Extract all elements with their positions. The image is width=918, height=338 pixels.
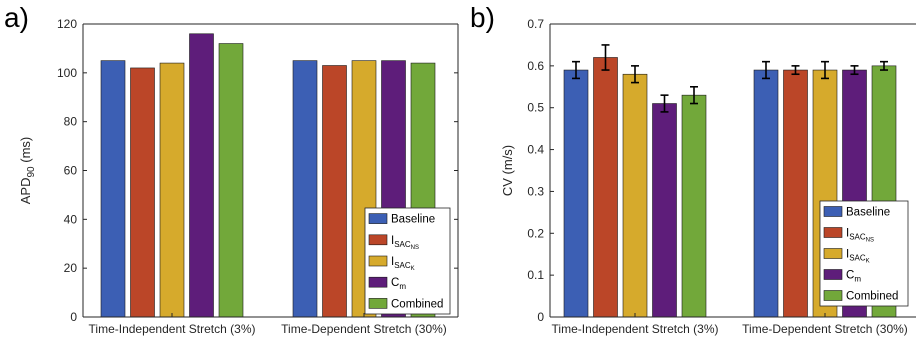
- bar-c-m-time-independent: [652, 103, 677, 318]
- legend-swatch-baseline: [823, 206, 843, 217]
- legend-swatch-i-sac-k: [823, 248, 843, 259]
- legend-label-combined: Combined: [846, 291, 898, 303]
- y-tick-label: 60: [64, 164, 78, 178]
- y-axis-title: CV (m/s): [500, 145, 515, 196]
- legend-swatch-combined: [368, 298, 388, 309]
- y-tick-label: 100: [57, 66, 77, 80]
- x-tick-label: Time-Dependent Stretch (30%): [281, 322, 447, 336]
- y-tick-label: 0.6: [527, 59, 544, 73]
- x-tick-label: Time-Dependent Stretch (30%): [742, 322, 908, 336]
- bar-i-sac-k-time-independent: [159, 62, 185, 318]
- bar-baseline-time-independent: [100, 60, 126, 318]
- x-tick-label: Time-Independent Stretch (3%): [552, 322, 719, 336]
- legend-label-i-sac-k: ISACK: [846, 249, 870, 265]
- legend-swatch-combined: [823, 290, 843, 301]
- legend-label-i-sac-ns: ISACNS: [391, 235, 419, 251]
- y-axis-title: APD90 (ms): [18, 137, 37, 204]
- legend-swatch-i-sac-k: [368, 255, 388, 267]
- bar-combined-time-independent: [218, 43, 244, 318]
- legend-label-c-m: Cm: [846, 270, 861, 284]
- panel-label-b: b): [470, 2, 495, 33]
- legend: Baseline ISACNS ISACK Cm Combined: [364, 207, 451, 315]
- x-tick-label: Time-Independent Stretch (3%): [89, 322, 256, 336]
- bar-baseline-time-dependent: [292, 60, 318, 318]
- legend-swatch-baseline: [368, 213, 388, 224]
- bar-combined-time-independent: [681, 94, 707, 318]
- legend-swatch-i-sac-ns: [823, 227, 843, 238]
- bar-i-sac-ns-time-dependent: [783, 69, 808, 318]
- legend-swatch-c-m: [368, 276, 388, 288]
- bar-i-sac-ns-time-dependent: [322, 65, 347, 318]
- legend-swatch-c-m: [823, 269, 843, 280]
- y-tick-label: 0.5: [527, 101, 544, 115]
- y-tick-label: 120: [57, 17, 77, 31]
- bar-i-sac-ns-time-independent: [130, 67, 155, 318]
- legend-label-baseline: Baseline: [846, 207, 890, 219]
- legend-label-baseline: Baseline: [391, 214, 435, 226]
- y-tick-label: 0.2: [527, 226, 544, 240]
- y-tick-label: 0: [70, 310, 77, 324]
- y-tick-label: 0.7: [527, 17, 544, 31]
- y-tick-label: 20: [64, 261, 78, 275]
- y-tick-label: 40: [64, 212, 78, 226]
- legend-label-c-m: Cm: [391, 277, 406, 291]
- bar-c-m-time-independent: [189, 33, 214, 318]
- legend-swatch-i-sac-ns: [368, 234, 388, 246]
- legend-label-combined: Combined: [391, 298, 443, 310]
- legend: Baseline ISACNS ISACK Cm Combined: [819, 200, 909, 307]
- legend-label-i-sac-ns: ISACNS: [846, 228, 874, 244]
- chart-apd90: 0 20 40 60 80 100 120 Time-Independent Stretch …: [18, 17, 459, 336]
- bar-baseline-time-dependent: [753, 69, 779, 318]
- y-tick-label: 0: [537, 310, 544, 324]
- y-tick-label: 0.4: [527, 143, 544, 157]
- bar-baseline-time-independent: [563, 69, 589, 318]
- panel-label-a: a): [4, 2, 29, 33]
- y-tick-label: 0.1: [527, 268, 544, 282]
- bar-i-sac-ns-time-independent: [593, 57, 618, 318]
- bar-i-sac-k-time-independent: [622, 73, 648, 318]
- chart-cv: 0 0.1 0.2 0.3 0.4 0.5 0.6 0.7 Time-Independent S…: [500, 17, 916, 336]
- y-tick-label: 0.3: [527, 184, 544, 198]
- legend-label-i-sac-k: ISACK: [391, 256, 415, 272]
- y-tick-label: 80: [64, 115, 78, 129]
